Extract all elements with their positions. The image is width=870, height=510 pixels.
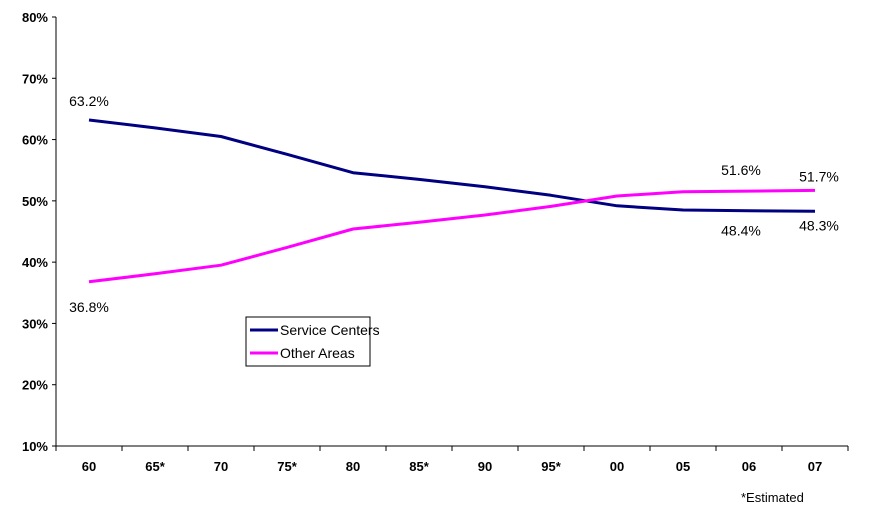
x-tick-label: 65* <box>145 459 165 474</box>
x-tick-label: 75* <box>277 459 297 474</box>
x-tick-label: 70 <box>214 459 228 474</box>
x-tick-label: 05 <box>676 459 690 474</box>
legend-label-service-centers: Service Centers <box>280 322 380 338</box>
x-tick-label: 07 <box>808 459 822 474</box>
series-layer <box>88 118 816 284</box>
data-labels: 63.2% 36.8% 51.6% 51.7% 48.4% 48.3% <box>69 93 839 315</box>
x-tick-label: 80 <box>346 459 360 474</box>
data-label: 36.8% <box>69 299 109 315</box>
data-label: 51.6% <box>721 162 761 178</box>
data-label: 48.4% <box>721 223 761 239</box>
y-tick-label: 30% <box>22 316 48 331</box>
x-tick-label: 00 <box>610 459 624 474</box>
y-tick-label: 10% <box>22 439 48 454</box>
data-label: 48.3% <box>799 217 839 233</box>
legend: Service Centers Other Areas <box>245 316 380 367</box>
y-tick-label: 60% <box>22 133 48 148</box>
legend-label-other-areas: Other Areas <box>280 345 355 361</box>
y-tick-label: 40% <box>22 255 48 270</box>
y-tick-label: 80% <box>22 10 48 25</box>
series-line-other-areas <box>88 188 816 284</box>
x-tick-label: 06 <box>742 459 756 474</box>
estimated-note: *Estimated <box>741 490 804 505</box>
series-line-service-centers <box>88 118 816 213</box>
y-tick-label: 20% <box>22 378 48 393</box>
data-label: 63.2% <box>69 93 109 109</box>
x-tick-label: 90 <box>478 459 492 474</box>
x-tick-label: 60 <box>82 459 96 474</box>
legend-box <box>245 316 371 367</box>
y-tick-label: 50% <box>22 194 48 209</box>
x-tick-label: 85* <box>409 459 429 474</box>
x-tick-label: 95* <box>541 459 561 474</box>
axes: 10% 20% 30% 40% 50% 60% 70% 80% 60 65* 70 75* 80 85* 9… <box>22 10 849 474</box>
y-tick-label: 70% <box>22 71 48 86</box>
data-label: 51.7% <box>799 168 839 184</box>
